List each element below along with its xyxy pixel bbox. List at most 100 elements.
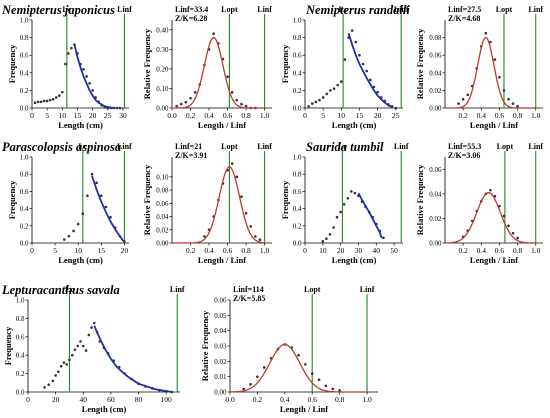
data-point xyxy=(507,97,510,101)
data-point xyxy=(329,89,332,92)
panel-pa-rel: 0.2 0.4 0.6 0.8 1.0 0.00 0.02 0.04 0.06 0.08 0.10 L… xyxy=(142,142,272,265)
y-tick-label: 0.2 xyxy=(20,87,29,95)
data-point xyxy=(332,226,335,229)
y-tick-label: 0.00 xyxy=(429,240,442,248)
data-point xyxy=(382,236,385,240)
x-tick-label: 0.2 xyxy=(253,395,263,404)
data-point xyxy=(507,224,510,228)
x-tick-label: 80 xyxy=(135,395,143,404)
species-title: Parascolopsis aspinosa xyxy=(2,140,121,154)
y-tick-label: 0.00 xyxy=(156,240,169,248)
y-tick-label: 0.8 xyxy=(20,171,29,179)
zk-annotation: Z/K=5.85 xyxy=(233,294,265,303)
data-point xyxy=(189,96,192,100)
x-tick-label: 0.2 xyxy=(458,111,468,120)
data-point xyxy=(33,101,37,105)
y-axis-label: Frequency xyxy=(7,180,17,219)
lopt-label: Lopt xyxy=(221,5,238,14)
linf-annotation: Linf=114 xyxy=(233,285,264,294)
species-title: Nemipterus japonicus xyxy=(1,3,115,17)
data-point xyxy=(314,100,318,104)
data-point xyxy=(235,98,239,102)
data-point xyxy=(82,67,85,71)
y-tick-label: 0.6 xyxy=(293,52,302,60)
data-point xyxy=(240,102,243,106)
x-tick-label: 25 xyxy=(104,111,112,120)
y-tick-label: 0.04 xyxy=(214,327,227,335)
data-point xyxy=(230,91,234,94)
y-tick-label: 0.03 xyxy=(214,343,227,351)
x-tick-label: 0.6 xyxy=(495,111,505,120)
fitted-catch-curve xyxy=(91,175,125,242)
y-tick-label: 0.2 xyxy=(293,222,302,230)
data-point xyxy=(321,96,325,99)
x-tick-label: 1.0 xyxy=(362,395,372,404)
data-point xyxy=(65,363,68,366)
data-point xyxy=(258,238,262,241)
fitted-catch-curve xyxy=(347,32,393,108)
x-tick-label: 0 xyxy=(303,246,307,255)
panel-nr-rel: 0.2 0.4 0.6 0.8 1.0 0.00 0.02 0.04 0.06 0.08 Lengt… xyxy=(415,5,543,130)
y-tick-label: 0.06 xyxy=(214,297,227,305)
data-point xyxy=(72,229,75,233)
panel-ls-rel: 0.0 0.2 0.4 0.6 0.8 1.0 0.00 0.01 0.02 0.03 0.04 0.… xyxy=(200,285,378,414)
linf-label: Linf xyxy=(257,5,272,14)
data-point xyxy=(36,100,40,104)
y-tick-label: 0.2 xyxy=(16,370,25,378)
linf-label: Linf xyxy=(257,142,272,151)
y-tick-label: 0.20 xyxy=(156,65,169,73)
x-axis-label: Length (cm) xyxy=(58,120,103,130)
x-axis-label: Length (cm) xyxy=(58,255,103,265)
linf-label: Linf xyxy=(394,5,409,14)
x-tick-label: 0.8 xyxy=(513,246,523,255)
x-axis-label: Length / Linf xyxy=(198,120,246,130)
data-point xyxy=(226,75,229,79)
data-point xyxy=(484,31,488,35)
linf-annotation: Linf=21 xyxy=(175,142,202,151)
data-point xyxy=(84,349,88,352)
y-tick-label: 0.01 xyxy=(214,373,227,381)
x-tick-label: 0.0 xyxy=(225,395,235,404)
data-point xyxy=(262,366,266,369)
y-tick-label: 1.0 xyxy=(293,154,302,162)
x-axis-label: Length (cm) xyxy=(332,255,377,265)
data-point xyxy=(343,58,347,61)
linf-annotation: Linf=55.3 xyxy=(448,142,481,151)
y-tick-label: 0.06 xyxy=(429,166,442,174)
y-axis-label: Frequency xyxy=(7,44,17,83)
data-point xyxy=(498,75,501,79)
panel-nr-length: Nemipterus randalli 0 5 10 15 20 25 0.0 0.2 0.4 0.… xyxy=(280,3,410,130)
x-tick-label: 50 xyxy=(390,246,398,255)
y-tick-label: 0.6 xyxy=(293,188,302,196)
data-point xyxy=(48,98,52,102)
data-point xyxy=(350,29,354,32)
data-point xyxy=(358,53,361,57)
y-tick-label: 0.8 xyxy=(16,315,25,323)
data-point xyxy=(354,40,358,44)
data-point xyxy=(90,172,94,176)
data-point xyxy=(118,106,122,110)
data-point xyxy=(516,104,519,108)
data-point xyxy=(51,379,55,383)
x-tick-label: 40 xyxy=(373,246,381,255)
x-tick-label: 0.2 xyxy=(458,246,468,255)
x-tick-label: 0.4 xyxy=(204,111,214,120)
y-tick-label: 0.10 xyxy=(156,85,169,93)
data-point xyxy=(73,348,77,351)
fitted-relative-curve xyxy=(444,191,535,244)
data-point xyxy=(242,387,246,391)
x-tick-label: 10 xyxy=(319,246,327,255)
data-point xyxy=(54,374,57,377)
y-tick-label: 0.00 xyxy=(214,389,227,397)
y-tick-label: 0.40 xyxy=(156,26,169,34)
x-tick-label: 0.4 xyxy=(280,395,290,404)
data-point xyxy=(240,195,243,198)
data-point xyxy=(67,52,70,55)
y-tick-label: 0.6 xyxy=(16,333,25,341)
x-tick-label: 20 xyxy=(89,111,97,120)
linf-label: Linf xyxy=(394,142,409,151)
x-tick-label: 0.2 xyxy=(186,246,196,255)
data-point xyxy=(310,102,314,105)
y-tick-label: 0.8 xyxy=(20,34,29,42)
data-point xyxy=(67,234,71,238)
